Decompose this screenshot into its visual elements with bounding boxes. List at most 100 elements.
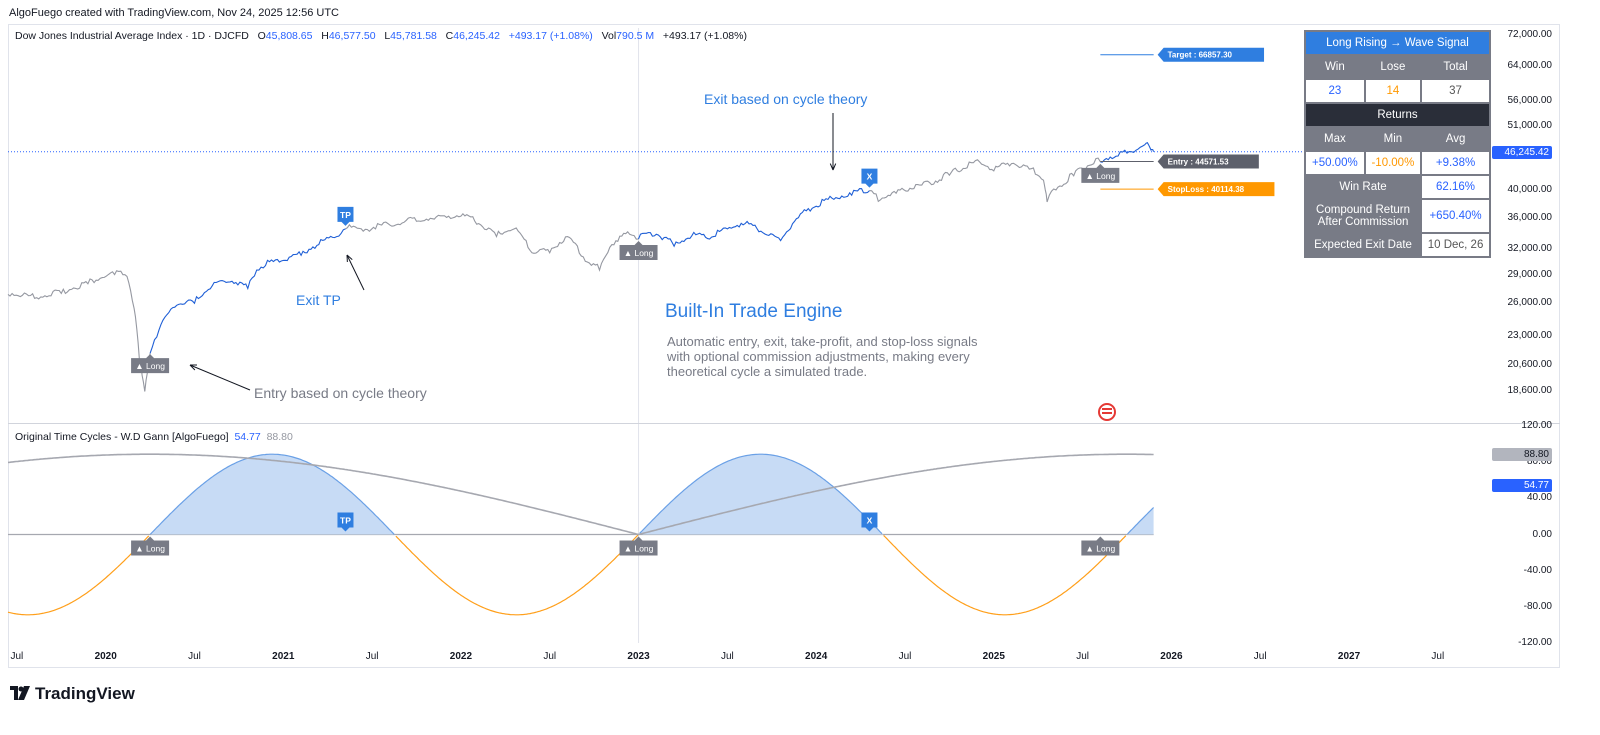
engine-description-line-1: Automatic entry, exit, take-profit, and …	[667, 334, 978, 349]
symbol-name[interactable]: Dow Jones Industrial Average Index · 1D …	[15, 30, 249, 42]
volume-value: 790.5 M	[616, 30, 655, 42]
exit-date-value: 10 Dec, 26	[1420, 232, 1491, 258]
osc-tp-label-1: TP	[340, 516, 351, 526]
price-series-1	[149, 228, 346, 354]
price-exit-tag-3	[861, 168, 878, 188]
annotation-exit-cycle: Exit based on cycle theory	[704, 91, 868, 107]
engine-description: Automatic entry, exit, take-profit, and …	[667, 334, 977, 379]
time-tick-label: 2022	[449, 651, 473, 662]
close-value: 46,245.42	[453, 30, 500, 42]
level-tag-0	[1157, 47, 1265, 62]
oscillator-value-2: 88.80	[266, 431, 293, 443]
price-tp-label-1: TP	[340, 210, 351, 220]
osc-entry-tag-0	[131, 536, 170, 556]
annotation-exit-tp: Exit TP	[296, 292, 341, 308]
chart-frame	[8, 24, 1560, 668]
osc-tick-label: 120.00	[1521, 420, 1552, 431]
osc-entry-label-2: ▲ Long	[624, 544, 654, 554]
osc-tick-label: 0.00	[1532, 528, 1552, 540]
price-series-3	[637, 188, 870, 248]
time-tick-label: 2021	[272, 651, 295, 662]
time-tick-label: Jul	[898, 651, 912, 662]
lose-count: 14	[1363, 78, 1423, 104]
time-tick-label: Jul	[1253, 651, 1267, 662]
arrow-exit-tp	[346, 254, 365, 291]
open-label: O	[257, 30, 266, 42]
volume-label: Vol	[601, 30, 617, 42]
time-tick-label: 2027	[1337, 651, 1361, 662]
level-tag-2	[1157, 182, 1275, 197]
level-label-1: Entry : 44571.53	[1168, 157, 1229, 166]
engine-title: Built-In Trade Engine	[665, 301, 843, 322]
chart-caption: AlgoFuego created with TradingView.com, …	[9, 7, 339, 19]
price-tick-label: 20,600.00	[1507, 358, 1553, 370]
wave-positive-line	[149, 453, 1155, 535]
min-return: -10.00%	[1363, 150, 1423, 176]
price-entry-tag-2	[619, 240, 658, 260]
compound-value: +650.40%	[1420, 198, 1491, 234]
time-tick-label: 2024	[805, 651, 828, 662]
time-tick-label: 2023	[627, 651, 650, 662]
us-flag-icon[interactable]	[1098, 403, 1116, 421]
price-tick-label: 36,000.00	[1507, 211, 1553, 223]
pane-separator[interactable]	[8, 423, 1560, 424]
osc-wave-value-tag: 54.77	[1492, 478, 1552, 492]
level-label-0: Target : 66857.30	[1168, 51, 1233, 60]
returns-header: Returns	[1304, 102, 1491, 128]
table-title: Long Rising → Wave Signal	[1304, 30, 1491, 56]
time-tick-label: 2026	[1160, 651, 1183, 662]
header-lose: Lose	[1363, 54, 1423, 80]
time-tick-label: Jul	[1076, 651, 1089, 662]
header-avg: Avg	[1420, 126, 1491, 152]
close-label: C	[445, 30, 454, 42]
compound-label-line-1: Compound Return	[1316, 204, 1411, 216]
oscillator-value-1: 54.77	[234, 431, 261, 443]
main-legend[interactable]: Dow Jones Industrial Average Index · 1D …	[15, 30, 747, 42]
price-tick-label: 72,000.00	[1507, 29, 1553, 41]
arrow-exit-tp-head	[346, 254, 353, 263]
time-tick-label: Jul	[720, 651, 734, 662]
wave-negative-line	[7, 534, 1127, 616]
oscillator-title[interactable]: Original Time Cycles - W.D Gann [AlgoFue…	[15, 431, 229, 443]
tradingview-logo-icon	[10, 686, 30, 700]
arrow-entry-cycle-head	[189, 364, 198, 371]
high-value: 46,577.50	[328, 30, 376, 42]
price-tick-label: 18,600.00	[1507, 385, 1553, 397]
signal-stats-table: Long Rising → Wave Signal Win Lose Total…	[1303, 30, 1491, 258]
open-value: 45,808.65	[265, 30, 313, 42]
tradingview-logo[interactable]: TradingView	[10, 684, 135, 704]
osc-entry-label-0: ▲ Long	[135, 544, 165, 554]
price-entry-tag-4	[1081, 163, 1120, 183]
wave-positive-area	[150, 454, 1154, 535]
osc-tick-label: 80.00	[1526, 456, 1552, 468]
price-entry-label-4: ▲ Long	[1086, 171, 1116, 181]
win-rate-value: 62.16%	[1420, 174, 1491, 200]
time-tick-label: Jul	[10, 651, 24, 662]
osc-entry-tag-2	[619, 536, 658, 556]
arrow-entry-cycle	[189, 364, 251, 391]
avg-return: +9.38%	[1420, 150, 1491, 176]
win-rate-label: Win Rate	[1303, 174, 1423, 200]
osc-tick-label: -120.00	[1518, 637, 1552, 648]
price-series-2	[345, 212, 639, 272]
win-count: 23	[1304, 78, 1366, 104]
price-tick-label: 51,000.00	[1507, 119, 1553, 131]
compound-label: Compound Return After Commission	[1303, 198, 1423, 234]
price-tp-tag-1	[337, 206, 354, 226]
osc-exit-label-3: X	[867, 516, 873, 526]
engine-description-line-2: with optional commission adjustments, ma…	[667, 349, 970, 364]
time-tick-label: Jul	[188, 651, 201, 662]
time-tick-label: Jul	[365, 651, 379, 662]
change-value: +493.17 (+1.08%)	[508, 30, 593, 42]
osc-tick-label: -80.00	[1523, 600, 1552, 612]
price-tick-label: 64,000.00	[1507, 60, 1553, 72]
oscillator-legend[interactable]: Original Time Cycles - W.D Gann [AlgoFue…	[15, 431, 293, 443]
level-label-2: StopLoss : 40114.38	[1168, 185, 1245, 194]
low-value: 45,781.58	[390, 30, 437, 42]
time-tick-label: Jul	[1431, 651, 1445, 662]
price-exit-label-3: X	[867, 172, 873, 182]
osc-gann-value-tag: 88.80	[1492, 448, 1552, 462]
total-count: 37	[1420, 78, 1491, 104]
price-entry-tag-0	[131, 354, 170, 374]
